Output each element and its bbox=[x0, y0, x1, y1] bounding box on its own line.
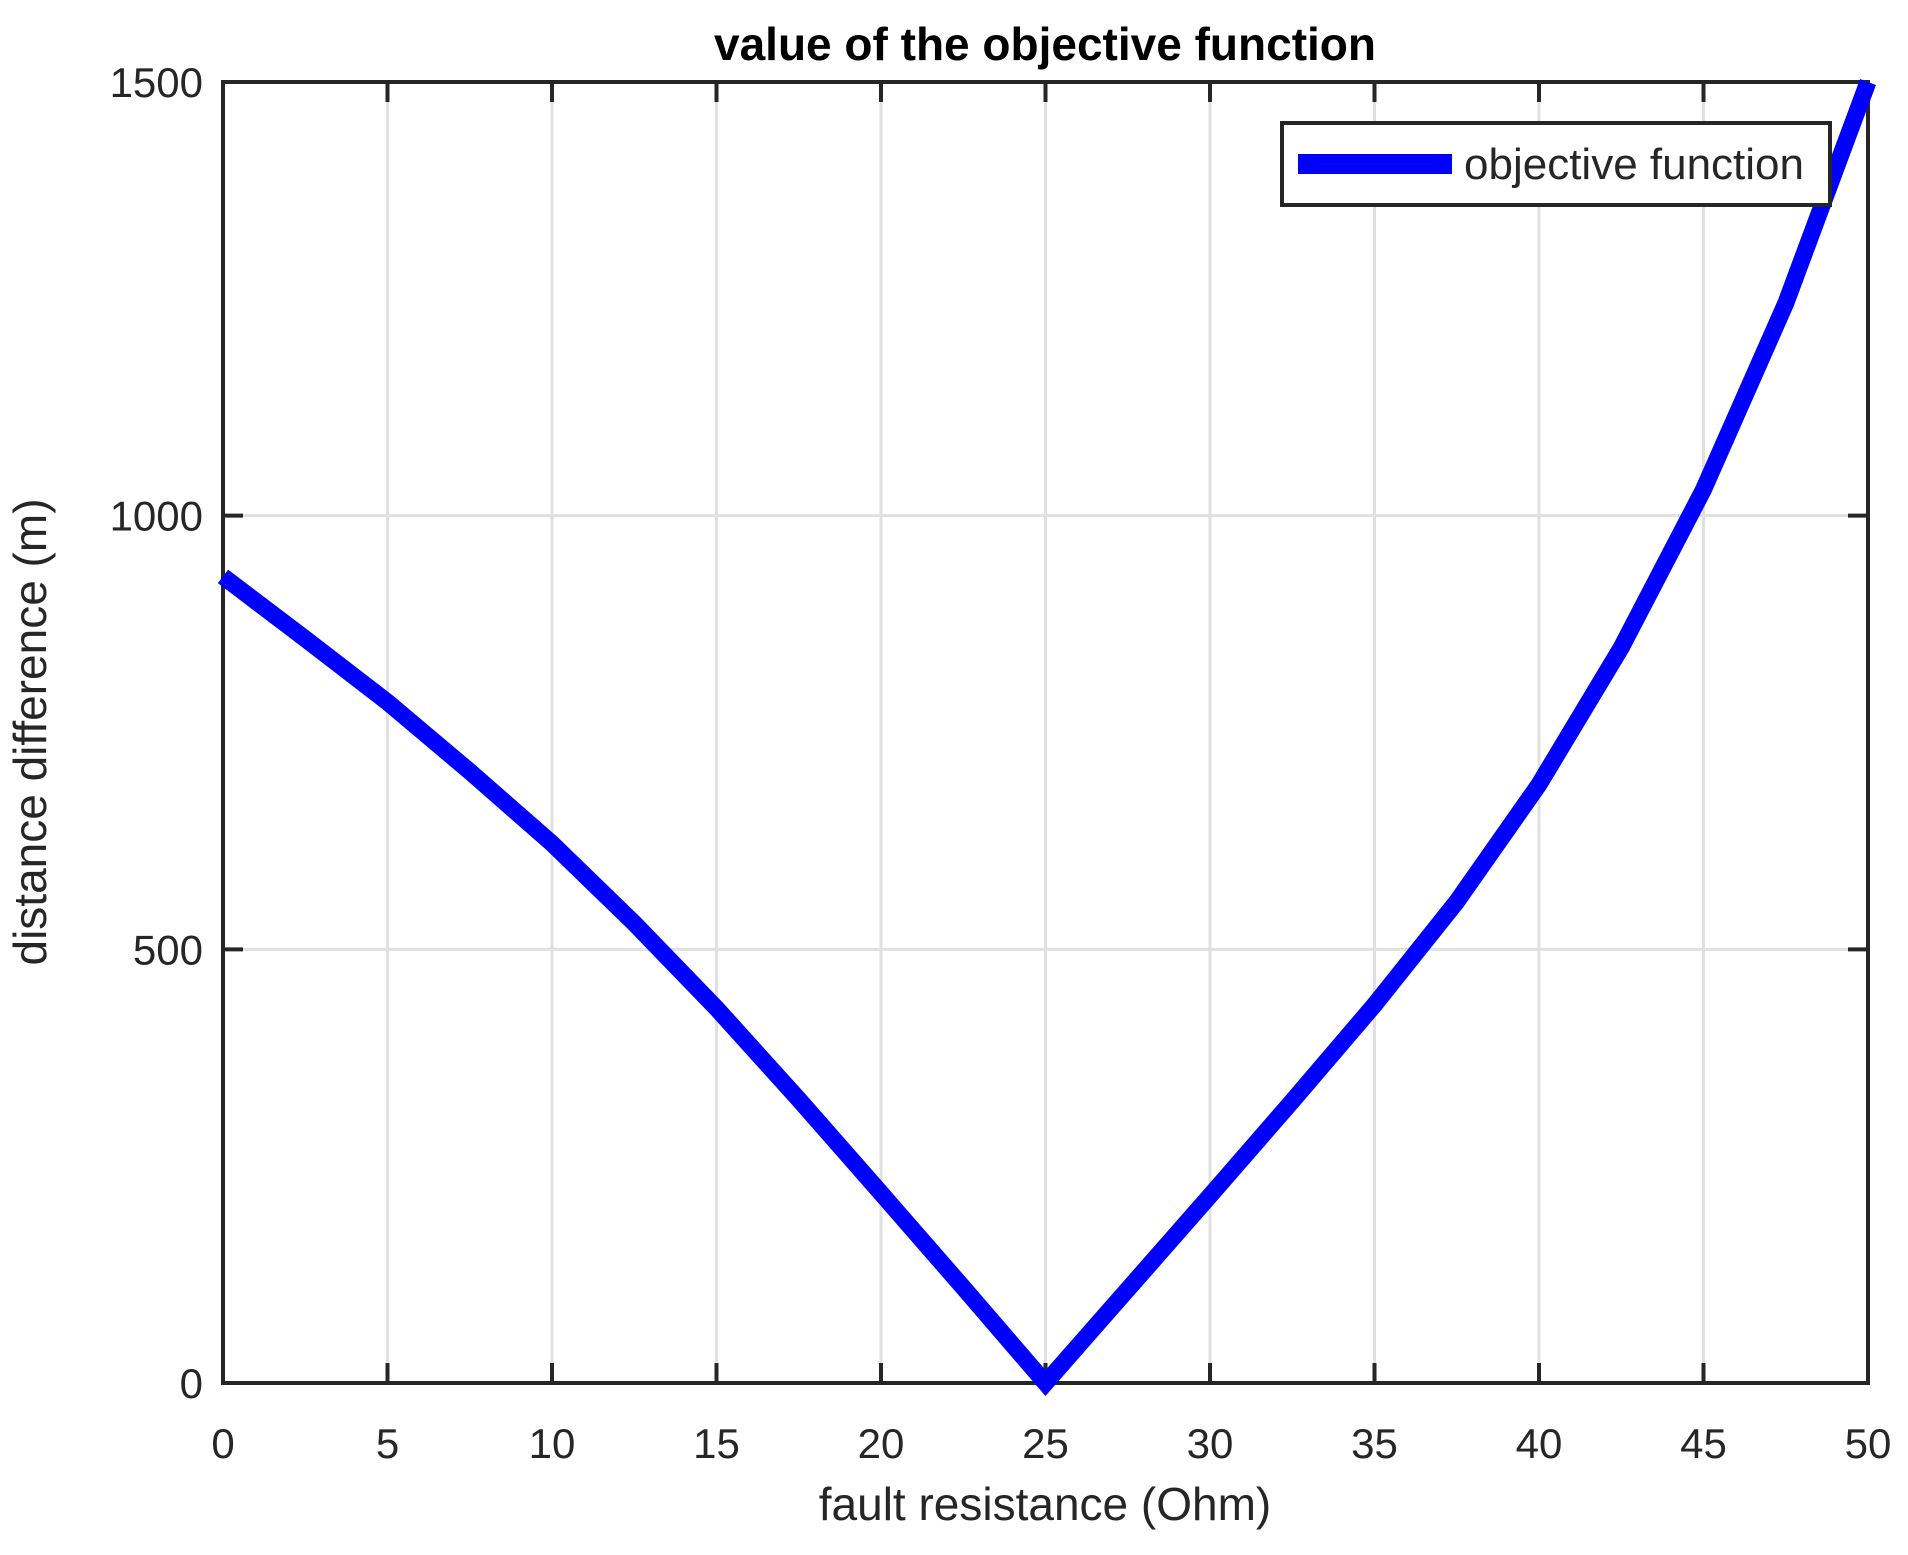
x-tick-label: 0 bbox=[211, 1420, 234, 1467]
y-tick-label: 500 bbox=[133, 926, 203, 973]
x-tick-label: 20 bbox=[858, 1420, 905, 1467]
legend-label: objective function bbox=[1464, 140, 1804, 189]
x-tick-label: 35 bbox=[1351, 1420, 1398, 1467]
x-tick-label: 25 bbox=[1022, 1420, 1069, 1467]
gridlines bbox=[223, 82, 1868, 1383]
x-tick-label: 10 bbox=[529, 1420, 576, 1467]
chart-title: value of the objective function bbox=[714, 18, 1376, 70]
x-tick-label: 45 bbox=[1680, 1420, 1727, 1467]
x-tick-label: 5 bbox=[376, 1420, 399, 1467]
x-axis-label: fault resistance (Ohm) bbox=[819, 1478, 1271, 1530]
y-axis-label: distance difference (m) bbox=[4, 498, 56, 965]
x-tick-label: 15 bbox=[693, 1420, 740, 1467]
series-line bbox=[217, 79, 1876, 1396]
y-tick-label: 0 bbox=[180, 1360, 203, 1407]
tick-marks bbox=[223, 82, 1868, 1383]
y-tick-label: 1000 bbox=[110, 493, 203, 540]
x-tick-label: 50 bbox=[1845, 1420, 1892, 1467]
x-tick-label: 40 bbox=[1516, 1420, 1563, 1467]
legend[interactable]: objective function bbox=[1280, 121, 1832, 207]
legend-box bbox=[1280, 121, 1832, 207]
x-tick-label: 30 bbox=[1187, 1420, 1234, 1467]
y-tick-label: 1500 bbox=[110, 59, 203, 106]
